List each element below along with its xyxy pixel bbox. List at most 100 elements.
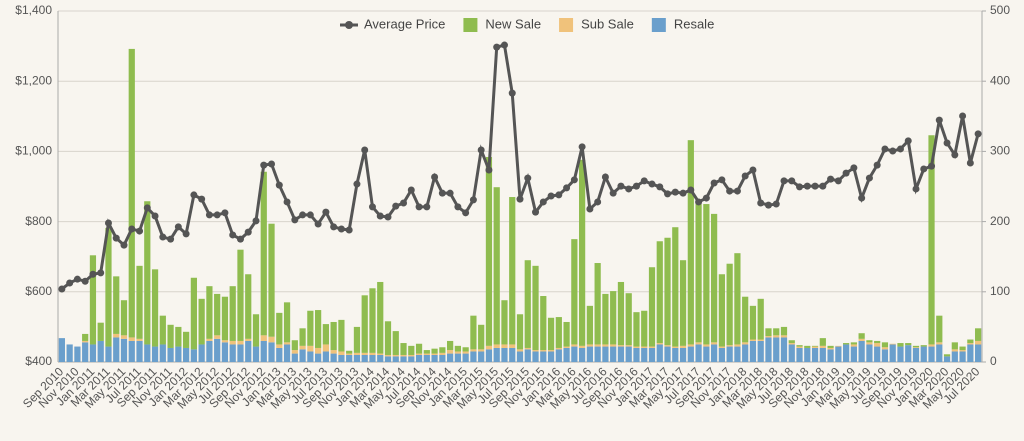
legend-label: Resale xyxy=(674,16,714,31)
price-marker xyxy=(423,203,431,211)
bar-segment xyxy=(703,346,710,362)
bar-segment xyxy=(773,335,780,338)
bar-segment xyxy=(167,347,174,362)
bar-segment xyxy=(516,351,524,362)
bar-segment xyxy=(478,351,485,362)
y-tick-label: $400 xyxy=(25,354,52,368)
bar-segment xyxy=(229,344,236,362)
price-marker xyxy=(182,230,190,238)
bar-segment xyxy=(540,351,547,362)
bar-segment xyxy=(936,344,943,362)
bar-segment xyxy=(672,346,679,348)
bar-segment xyxy=(563,346,570,348)
bar-segment xyxy=(703,344,710,347)
bar-segment xyxy=(641,346,648,348)
bar-segment xyxy=(796,345,803,347)
bar-segment xyxy=(408,345,415,355)
bar-segment xyxy=(423,354,430,362)
bar-segment xyxy=(563,347,570,362)
price-marker xyxy=(376,212,384,220)
bar-segment xyxy=(470,351,477,362)
bar-segment xyxy=(493,187,500,345)
bar-segment xyxy=(718,346,725,348)
bar-segment xyxy=(718,347,725,362)
price-marker xyxy=(493,43,501,51)
bar-segment xyxy=(610,346,617,362)
bar-segment xyxy=(641,347,648,362)
bar-segment xyxy=(408,356,415,362)
price-marker xyxy=(842,169,850,177)
bar-segment xyxy=(307,351,314,362)
bar-segment xyxy=(105,227,112,347)
price-marker xyxy=(322,208,330,216)
bar-segment xyxy=(850,346,857,362)
bar-segment xyxy=(547,351,555,362)
bar-segment xyxy=(315,347,322,354)
price-marker xyxy=(664,190,672,198)
bar-segment xyxy=(656,343,663,345)
bar-segment xyxy=(478,349,485,352)
bar-segment xyxy=(120,300,128,336)
bar-segment xyxy=(656,344,663,362)
bar-segment xyxy=(734,346,741,362)
bar-segment xyxy=(881,347,889,350)
bar-segment xyxy=(206,338,213,341)
bar-segment xyxy=(664,346,671,362)
bar-segment xyxy=(874,346,881,362)
legend-swatch xyxy=(463,18,478,32)
bar-segment xyxy=(711,344,718,362)
bar-segment xyxy=(827,347,834,350)
bar-segment xyxy=(237,344,244,362)
bar-segment xyxy=(788,343,795,345)
bar-segment xyxy=(912,347,920,362)
bar-segment xyxy=(780,337,788,362)
bar-segment xyxy=(128,337,135,341)
bar-segment xyxy=(283,344,291,362)
bar-segment xyxy=(462,347,469,352)
bar-segment xyxy=(400,356,407,362)
bar-segment xyxy=(897,346,904,362)
price-marker xyxy=(291,216,299,224)
bar-segment xyxy=(509,197,516,345)
bar-segment xyxy=(625,293,632,346)
bar-segment xyxy=(532,351,539,362)
price-marker xyxy=(555,191,563,199)
bar-segment xyxy=(602,293,609,345)
bar-segment xyxy=(299,349,306,362)
y2-tick-label: 500 xyxy=(990,3,1010,17)
price-marker xyxy=(244,228,252,236)
bar-segment xyxy=(757,339,764,341)
bar-segment xyxy=(447,350,454,354)
price-marker xyxy=(570,176,578,184)
bar-segment xyxy=(384,321,392,355)
price-marker xyxy=(850,164,858,172)
bar-segment xyxy=(555,349,562,362)
bar-segment xyxy=(594,346,601,362)
bar-segment xyxy=(641,310,648,347)
bar-segment xyxy=(415,353,423,355)
bar-segment xyxy=(439,352,446,355)
bar-segment xyxy=(788,344,795,362)
bar-segment xyxy=(633,347,640,362)
price-marker xyxy=(330,223,338,231)
price-marker xyxy=(260,161,268,169)
bar-segment xyxy=(493,347,500,362)
bar-segment xyxy=(120,338,128,362)
bar-segment xyxy=(656,241,663,344)
price-marker xyxy=(252,217,260,225)
price-marker xyxy=(485,166,493,174)
price-marker xyxy=(221,209,229,217)
bar-segment xyxy=(338,354,345,362)
price-marker xyxy=(337,225,345,233)
bar-segment xyxy=(967,339,974,344)
bar-segment xyxy=(547,350,555,352)
bar-segment xyxy=(392,331,399,355)
price-marker xyxy=(508,89,516,97)
price-marker xyxy=(73,275,81,283)
y-tick-label: $1,400 xyxy=(15,3,52,17)
bar-segment xyxy=(711,213,718,343)
bar-segment xyxy=(229,286,236,341)
bar-segment xyxy=(353,352,361,355)
price-marker xyxy=(500,41,508,49)
